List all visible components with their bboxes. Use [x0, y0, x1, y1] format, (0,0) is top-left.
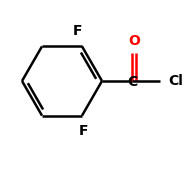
Text: O: O	[128, 34, 140, 48]
Text: F: F	[73, 24, 83, 38]
Text: Cl: Cl	[168, 74, 183, 88]
Text: F: F	[79, 124, 89, 138]
Text: C: C	[127, 75, 137, 89]
